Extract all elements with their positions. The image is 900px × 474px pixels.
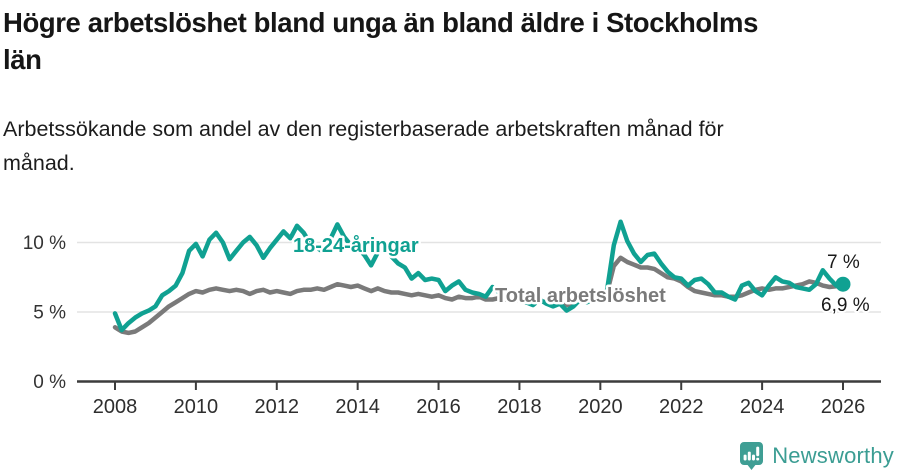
newsworthy-brand-text: Newsworthy: [772, 443, 894, 468]
x-tick-label: 2022: [659, 396, 704, 418]
title-line-1: Högre arbetslöshet bland unga än bland ä…: [3, 7, 758, 38]
x-tick-label: 2018: [497, 396, 542, 418]
series-line-total: [112, 255, 846, 336]
subtitle-line-2: månad.: [3, 151, 75, 175]
x-tick-label: 2020: [578, 396, 623, 418]
chart-subtitle: Arbetssökande som andel av den registerb…: [3, 112, 863, 180]
x-tick-label: 2012: [255, 396, 300, 418]
page-title: Högre arbetslöshet bland unga än bland ä…: [3, 4, 893, 78]
series-line-youth: [112, 219, 846, 333]
x-tick-label: 2026: [821, 396, 866, 418]
chart-header: Högre arbetslöshet bland unga än bland ä…: [3, 4, 893, 78]
end-value-label-youth: 7 %: [827, 252, 860, 273]
chart-series-lines: [112, 219, 851, 336]
x-tick-label: 2008: [93, 396, 138, 418]
y-tick-label: 0 %: [33, 372, 66, 393]
y-tick-label: 5 %: [33, 303, 66, 324]
series-label-total: Total arbetslöshet: [495, 285, 666, 307]
newsworthy-speech-bubble-bar-chart-icon: [739, 441, 764, 471]
subtitle-line-1: Arbetssökande som andel av den registerb…: [3, 117, 724, 141]
y-tick-label: 10 %: [23, 233, 66, 254]
chart-grid-and-axes: 0 % 5 % 10 % 2008 2010 2012 2014 2016 2018 2020 20…: [23, 233, 881, 418]
series-end-dot-youth: [835, 276, 851, 292]
series-label-youth: 18-24-åringar: [293, 234, 419, 257]
x-tick-label: 2010: [174, 396, 219, 418]
newsworthy-logo[interactable]: Newsworthy: [739, 440, 894, 472]
x-tick-label: 2016: [416, 396, 461, 418]
x-tick-label: 2014: [335, 396, 380, 418]
title-line-2: län: [3, 44, 42, 75]
chart-annotations: 18-24-åringar Total arbetslöshet 7 % 6,9…: [291, 232, 872, 319]
end-value-label-total: 6,9 %: [821, 295, 870, 316]
x-tick-label: 2024: [740, 396, 785, 418]
